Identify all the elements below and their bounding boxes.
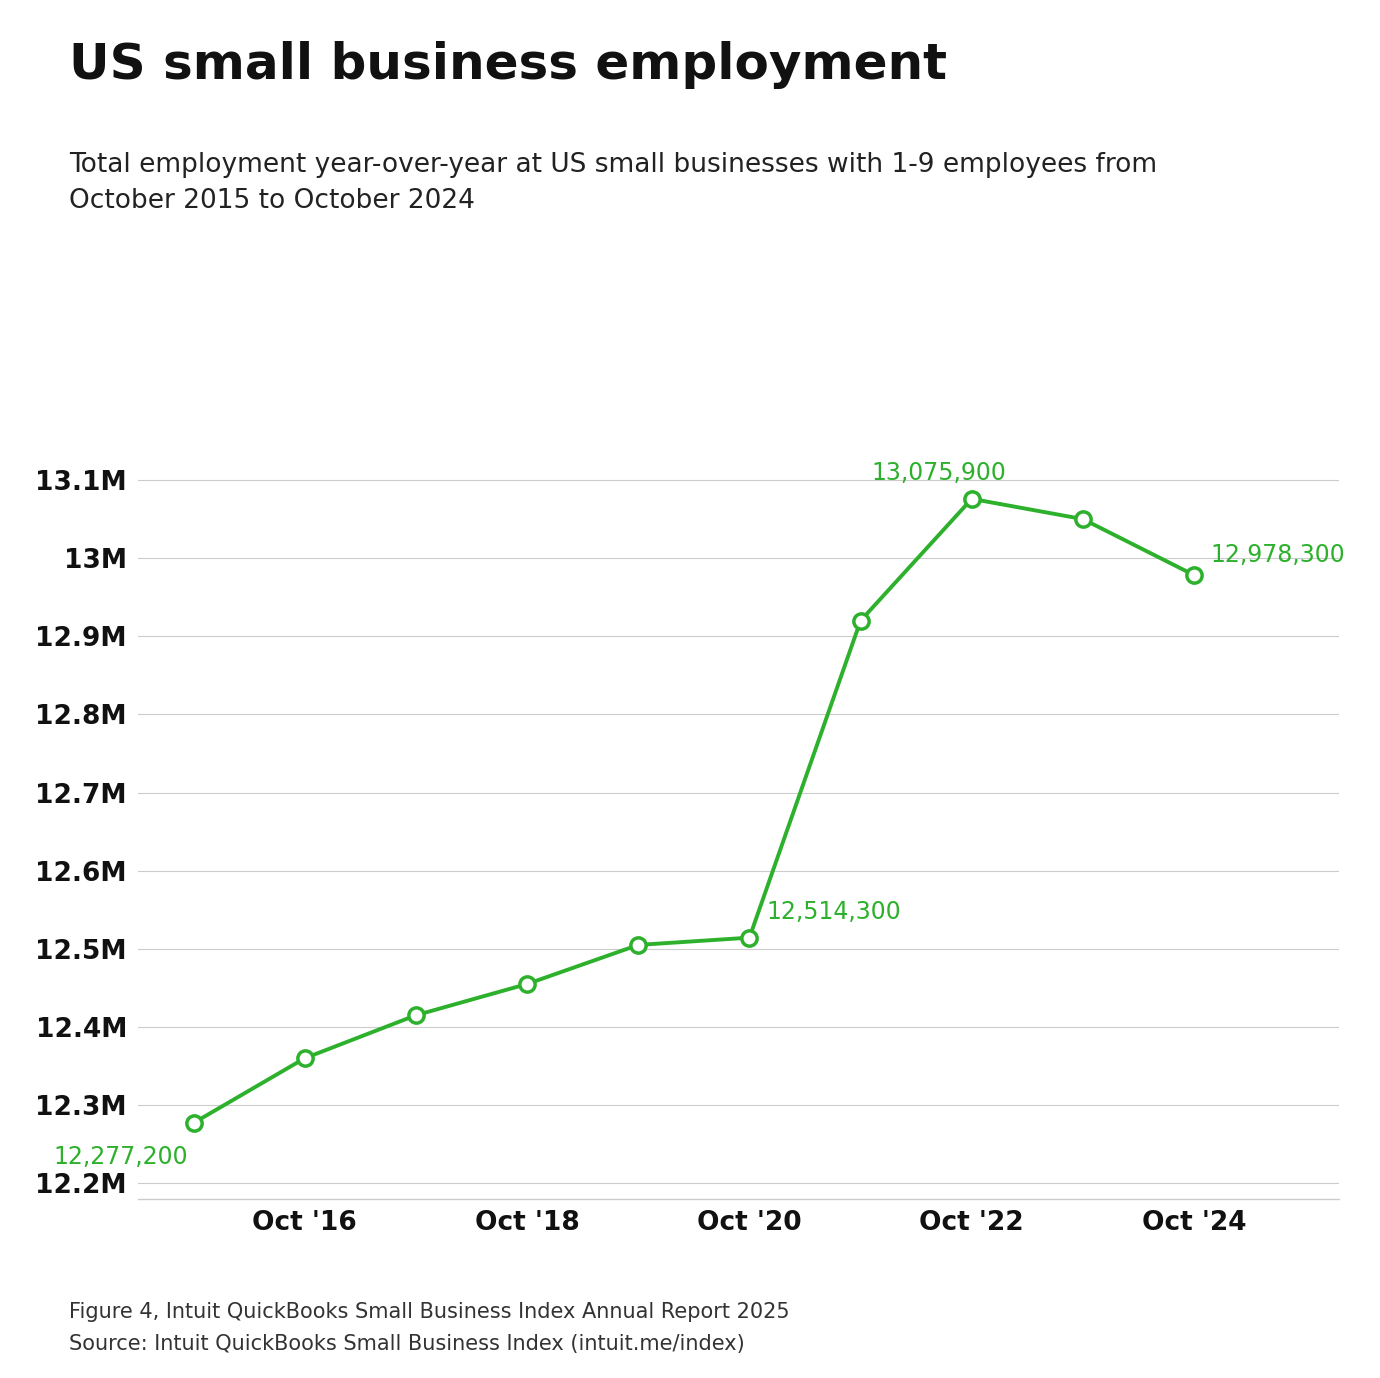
- Text: Source: Intuit QuickBooks Small Business Index (intuit.me/index): Source: Intuit QuickBooks Small Business…: [69, 1334, 745, 1355]
- Text: 12,978,300: 12,978,300: [1210, 543, 1346, 568]
- Text: Figure 4, Intuit QuickBooks Small Business Index Annual Report 2025: Figure 4, Intuit QuickBooks Small Busine…: [69, 1302, 789, 1323]
- Text: US small business employment: US small business employment: [69, 41, 947, 90]
- Text: 13,075,900: 13,075,900: [872, 460, 1006, 485]
- Text: 12,514,300: 12,514,300: [766, 900, 901, 923]
- Text: Total employment year-over-year at US small businesses with 1-9 employees from
O: Total employment year-over-year at US sm…: [69, 152, 1156, 214]
- Text: 12,277,200: 12,277,200: [54, 1145, 188, 1169]
